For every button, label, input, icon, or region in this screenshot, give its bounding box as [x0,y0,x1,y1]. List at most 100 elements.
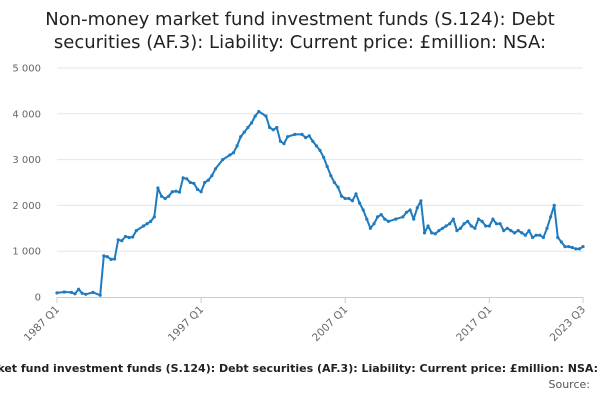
data-point [350,199,354,203]
data-point [275,125,279,130]
data-point [177,190,182,194]
data-point [231,151,236,155]
data-point [491,217,495,221]
data-point [379,213,383,217]
data-point [271,128,275,132]
data-point [466,219,470,223]
data-point [361,208,365,212]
data-point [152,215,156,219]
data-point [145,222,149,226]
data-point [181,176,185,180]
data-point [455,229,459,233]
data-point [127,235,131,240]
data-point [520,231,524,235]
data-point [394,217,398,221]
data-point [98,293,102,297]
data-points [55,109,585,297]
y-tick-label: 3 000 [12,155,41,166]
data-point [340,194,344,198]
y-axis-ticks: 0 1 000 2 000 3 000 4 000 5 000 [12,64,41,304]
data-point [354,192,358,196]
data-point [372,222,376,226]
chart-caption-text: Non-money market fund investment funds (… [0,362,598,375]
data-point [131,235,135,239]
data-point [552,203,556,207]
data-point [487,224,491,228]
data-point [458,226,463,230]
data-point [185,177,189,181]
data-point [116,238,120,242]
data-point [199,190,203,194]
data-point [235,144,239,148]
data-point [156,186,160,190]
data-point [365,217,369,221]
data-point [386,219,391,223]
x-axis-ticks: 1987 Q1 1997 Q1 2007 Q1 2017 Q1 2023 Q3 [22,297,588,344]
data-point [494,222,499,226]
data-point [105,255,109,259]
data-point [559,240,564,244]
data-point [77,287,81,291]
data-point [73,292,77,296]
data-point [188,180,192,185]
data-point [498,222,502,226]
data-point [174,189,178,193]
data-point [253,114,257,118]
data-point [404,210,409,214]
data-point [556,235,560,240]
data-point [311,139,315,143]
data-point [325,164,329,169]
data-point [91,290,95,294]
y-tick-label: 0 [35,293,41,304]
data-point [512,231,517,235]
data-point [476,217,481,221]
data-point [257,109,261,114]
data-point [159,194,164,198]
data-point [332,180,336,185]
chart-caption: Non-money market fund investment funds (… [0,360,600,378]
data-point [376,215,380,219]
data-point [484,224,488,228]
data-point [242,130,246,134]
data-point [318,148,322,152]
data-point [203,180,207,185]
data-point [527,229,531,233]
data-point [437,229,441,233]
data-point [249,121,254,125]
line-chart: 0 1 000 2 000 3 000 4 000 5 000 1987 Q1 1997 Q… [12,64,588,344]
series-line [56,110,584,297]
data-point [84,292,88,296]
data-point [293,132,297,136]
data-point [300,132,304,136]
data-point [246,125,250,130]
data-point [149,219,153,223]
data-point [545,226,549,230]
data-point [304,136,308,140]
data-point [505,226,509,230]
source-label: Source: [548,378,591,391]
y-tick-label: 2 000 [12,201,41,212]
data-point [567,245,571,249]
data-point [282,142,286,146]
data-point [541,235,546,240]
data-point [268,125,272,130]
x-tick-label: 2007 Q1 [310,304,350,344]
data-point [69,290,73,294]
data-point [62,290,66,294]
data-point [368,226,372,230]
data-point [192,181,196,185]
data-point [170,190,174,194]
data-point [523,233,528,237]
data-point [419,199,423,203]
data-point [314,144,318,148]
data-point [549,215,553,219]
data-point [433,232,437,236]
data-point [440,226,445,230]
data-point [516,229,520,233]
data-point [206,178,210,182]
x-tick-label: 2023 Q3 [548,304,588,344]
y-tick-label: 5 000 [12,64,41,75]
data-point [570,245,574,250]
data-point [120,239,124,243]
data-point [80,291,84,295]
